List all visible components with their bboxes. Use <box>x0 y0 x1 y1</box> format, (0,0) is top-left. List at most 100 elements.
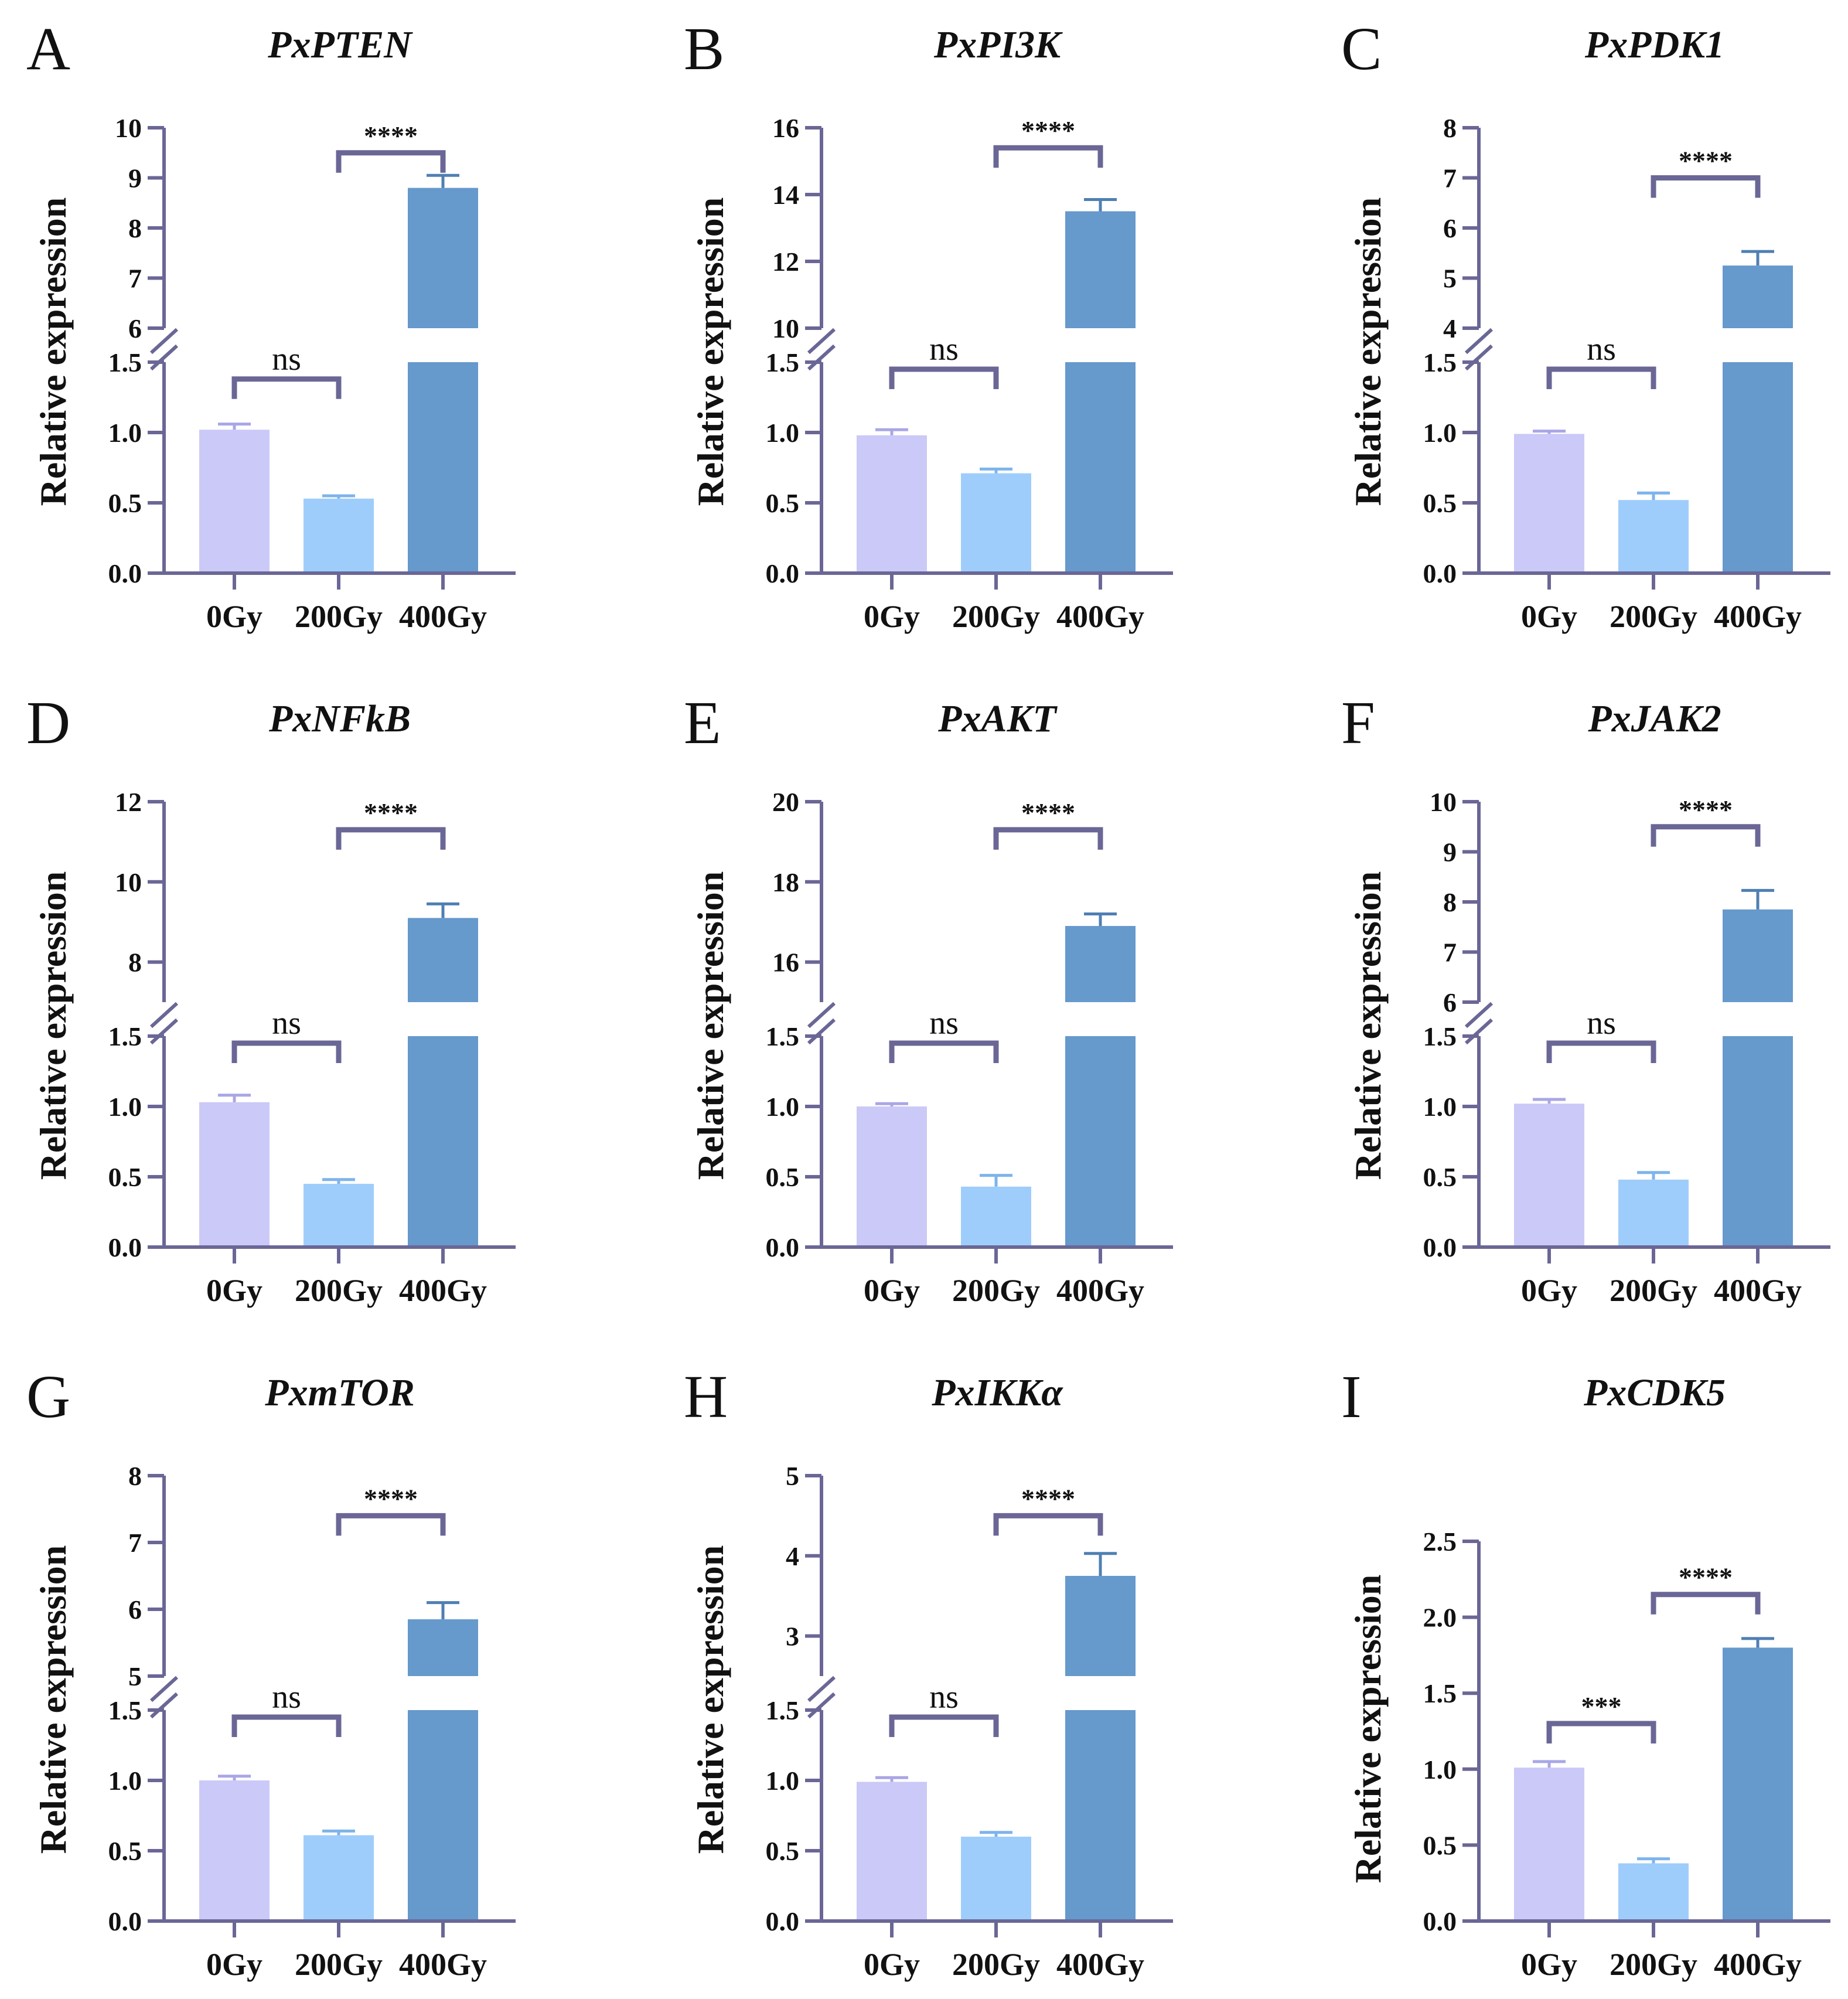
gene-title: PxmTOR <box>264 1371 414 1414</box>
y-tick-label: 2.0 <box>1423 1603 1457 1633</box>
y-tick-label: 0.0 <box>108 1232 142 1262</box>
y-tick-label: 5 <box>1443 264 1457 294</box>
bar <box>961 1837 1031 1921</box>
axis-break-mark <box>1464 1018 1494 1045</box>
bar-lower-segment <box>1065 1710 1136 1921</box>
panel-letter: F <box>1341 689 1375 757</box>
significance-bracket <box>231 376 342 399</box>
y-axis-label: Relative expression <box>690 197 731 506</box>
x-category-label: 200Gy <box>295 1273 383 1308</box>
significance-label: **** <box>1021 798 1075 827</box>
y-tick-label: 0.0 <box>766 559 800 588</box>
y-tick-label: 0.0 <box>108 1906 142 1936</box>
bar <box>961 473 1031 573</box>
bar <box>961 1186 1031 1247</box>
axis-break-mark <box>807 1002 836 1029</box>
significance-label: ns <box>1587 1005 1616 1041</box>
x-category-label: 400Gy <box>1056 1947 1144 1982</box>
significance-label: ns <box>929 1005 959 1041</box>
y-tick-label: 1.0 <box>108 1092 142 1122</box>
y-axis-label: Relative expression <box>1347 1575 1389 1884</box>
bar <box>1618 1179 1689 1247</box>
y-tick-label: 1.0 <box>108 1766 142 1796</box>
y-tick-label: 1.0 <box>108 418 142 448</box>
y-tick-label: 10 <box>115 867 142 897</box>
bar-lower-segment <box>408 362 478 573</box>
y-tick-label: 1.0 <box>1423 1755 1457 1785</box>
significance-bracket <box>1651 1592 1761 1615</box>
y-tick-label: 8 <box>1443 887 1457 917</box>
panel-g: G PxmTOR Relative expression 0.0 0.5 1.0 1.5 5 6… <box>26 1363 516 1982</box>
panel-d: D PxNFkB Relative expression 0.0 0.5 1.0 1.5 8 1… <box>26 689 516 1308</box>
x-category-label: 0Gy <box>1521 599 1577 634</box>
significance-label: **** <box>364 121 418 151</box>
y-tick-label: 1.5 <box>766 348 800 377</box>
y-tick-label: 12 <box>772 247 799 277</box>
y-tick-label: 1.0 <box>766 1092 800 1122</box>
y-tick-label: 7 <box>1443 938 1457 968</box>
significance-bracket <box>1546 366 1656 389</box>
y-tick-label: 14 <box>772 180 799 210</box>
y-axis-label: Relative expression <box>1347 197 1389 506</box>
bar-lower-segment <box>408 1036 478 1247</box>
x-category-label: 0Gy <box>864 1273 920 1308</box>
significance-label: ns <box>929 1679 959 1715</box>
x-category-label: 400Gy <box>1056 1273 1144 1308</box>
y-tick-label: 0.5 <box>1423 1162 1457 1192</box>
y-tick-label: 0.0 <box>108 559 142 588</box>
bar-upper-segment <box>408 918 478 1002</box>
axis-break-mark <box>807 1018 836 1045</box>
y-tick-label: 8 <box>128 948 142 978</box>
significance-bracket <box>336 1513 446 1536</box>
axis-break-mark <box>149 1692 179 1719</box>
y-tick-label: 2.5 <box>1423 1527 1457 1557</box>
y-tick-label: 12 <box>115 787 142 817</box>
bar <box>199 1102 270 1247</box>
x-category-label: 0Gy <box>1521 1947 1577 1982</box>
x-category-label: 400Gy <box>1714 1273 1802 1308</box>
y-axis-label: Relative expression <box>690 1545 731 1854</box>
bar <box>1618 500 1689 573</box>
axis-break-mark <box>149 344 179 371</box>
bar <box>1514 434 1584 573</box>
gene-title: PxIKKα <box>931 1371 1063 1414</box>
y-tick-label: 0.5 <box>108 1162 142 1192</box>
x-category-label: 0Gy <box>206 1273 262 1308</box>
axis-break-mark <box>1464 1002 1494 1029</box>
y-axis-label: Relative expression <box>1347 871 1389 1180</box>
axis-break-mark <box>1464 344 1494 371</box>
gene-title: PxPDK1 <box>1584 23 1724 66</box>
x-category-label: 400Gy <box>399 599 487 634</box>
panel-letter: E <box>684 689 721 757</box>
y-tick-label: 3 <box>786 1622 799 1651</box>
gene-title: PxNFkB <box>268 697 411 740</box>
bar-upper-segment <box>1065 926 1136 1002</box>
significance-label: **** <box>1021 115 1075 145</box>
significance-label: ns <box>929 331 959 367</box>
significance-label: ns <box>272 341 301 377</box>
y-axis-label: Relative expression <box>32 1545 74 1854</box>
x-category-label: 0Gy <box>206 1947 262 1982</box>
y-tick-label: 5 <box>128 1661 142 1691</box>
y-tick-label: 18 <box>772 867 799 897</box>
y-tick-label: 0.5 <box>108 1836 142 1866</box>
significance-bracket <box>993 145 1103 168</box>
bar-upper-segment <box>408 1619 478 1676</box>
y-tick-label: 8 <box>128 213 142 243</box>
significance-label: **** <box>1679 795 1733 825</box>
y-tick-label: 10 <box>772 314 799 343</box>
significance-label: **** <box>1679 146 1733 176</box>
x-category-label: 400Gy <box>399 1273 487 1308</box>
y-tick-label: 0.5 <box>766 1162 800 1192</box>
y-tick-label: 6 <box>128 314 142 343</box>
significance-bracket <box>336 827 446 850</box>
x-category-label: 200Gy <box>1610 1947 1697 1982</box>
bar <box>1618 1863 1689 1921</box>
x-category-label: 400Gy <box>1714 1947 1802 1982</box>
bar <box>199 1780 270 1921</box>
x-category-label: 0Gy <box>1521 1273 1577 1308</box>
bar <box>304 1184 374 1247</box>
bar <box>1514 1768 1584 1921</box>
x-category-label: 200Gy <box>952 1273 1040 1308</box>
